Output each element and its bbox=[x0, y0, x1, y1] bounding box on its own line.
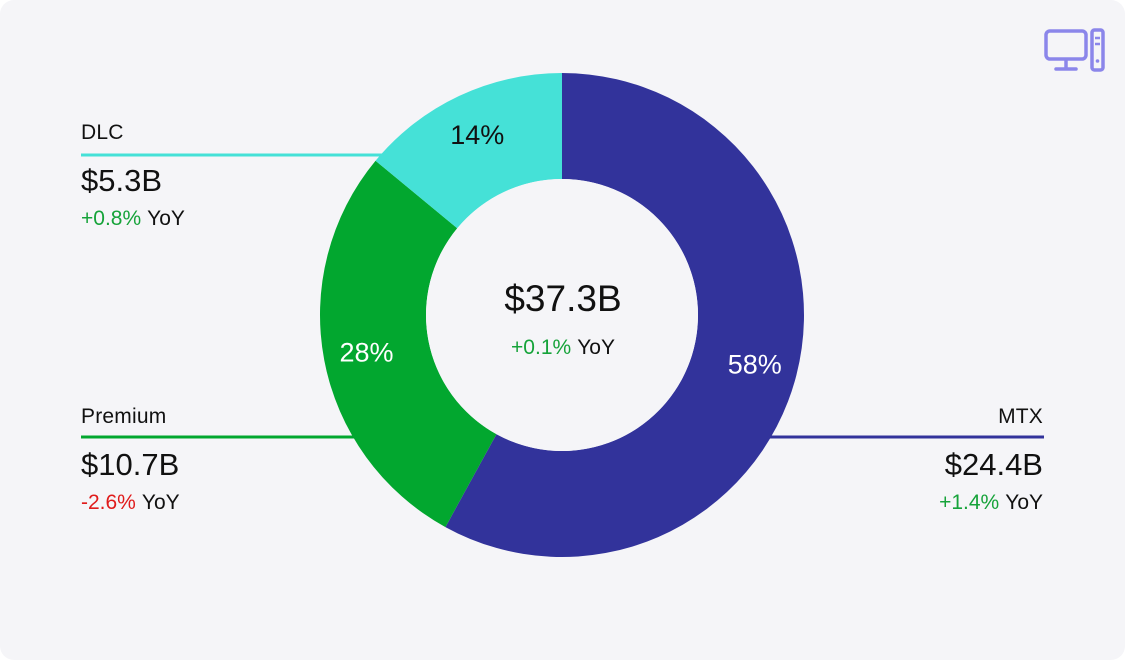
segment-mtx-yoy-change: +1.4% bbox=[939, 491, 1000, 514]
center-yoy-suffix: YoY bbox=[577, 336, 615, 359]
segment-dlc: DLC $5.3B +0.8% YoY bbox=[81, 121, 185, 231]
segment-dlc-yoy-change: +0.8% bbox=[81, 207, 142, 230]
segment-mtx: MTX $24.4B +1.4% YoY bbox=[939, 405, 1043, 515]
segment-premium-yoy: -2.6% YoY bbox=[81, 491, 180, 515]
segment-premium-value: $10.7B bbox=[81, 447, 180, 482]
slice-label-dlc: 14% bbox=[450, 120, 504, 150]
center-yoy-change: +0.1% bbox=[511, 336, 572, 359]
segment-dlc-yoy-suffix: YoY bbox=[147, 207, 185, 230]
segment-mtx-value: $24.4B bbox=[944, 447, 1043, 482]
segment-dlc-value: $5.3B bbox=[81, 163, 163, 198]
desktop-pc-icon bbox=[1044, 28, 1105, 72]
slice-label-premium: 28% bbox=[340, 337, 394, 367]
segment-mtx-yoy-suffix: YoY bbox=[1005, 491, 1043, 514]
slice-mtx bbox=[445, 73, 804, 557]
slice-label-mtx: 58% bbox=[728, 349, 782, 379]
segment-premium-yoy-change: -2.6% bbox=[81, 491, 136, 514]
segment-mtx-name: MTX bbox=[998, 405, 1043, 428]
segment-dlc-yoy: +0.8% YoY bbox=[81, 207, 185, 231]
segment-premium: Premium $10.7B -2.6% YoY bbox=[81, 405, 180, 515]
segment-mtx-yoy: +1.4% YoY bbox=[939, 491, 1043, 515]
segment-premium-yoy-suffix: YoY bbox=[141, 491, 180, 514]
slice-dlc bbox=[375, 73, 562, 229]
center-yoy: +0.1% YoY bbox=[433, 336, 693, 360]
segment-dlc-name: DLC bbox=[81, 121, 124, 144]
slice-premium bbox=[319, 160, 497, 528]
center-total-value: $37.3B bbox=[504, 278, 622, 319]
donut-hole bbox=[426, 179, 698, 451]
segment-premium-name: Premium bbox=[81, 405, 167, 428]
